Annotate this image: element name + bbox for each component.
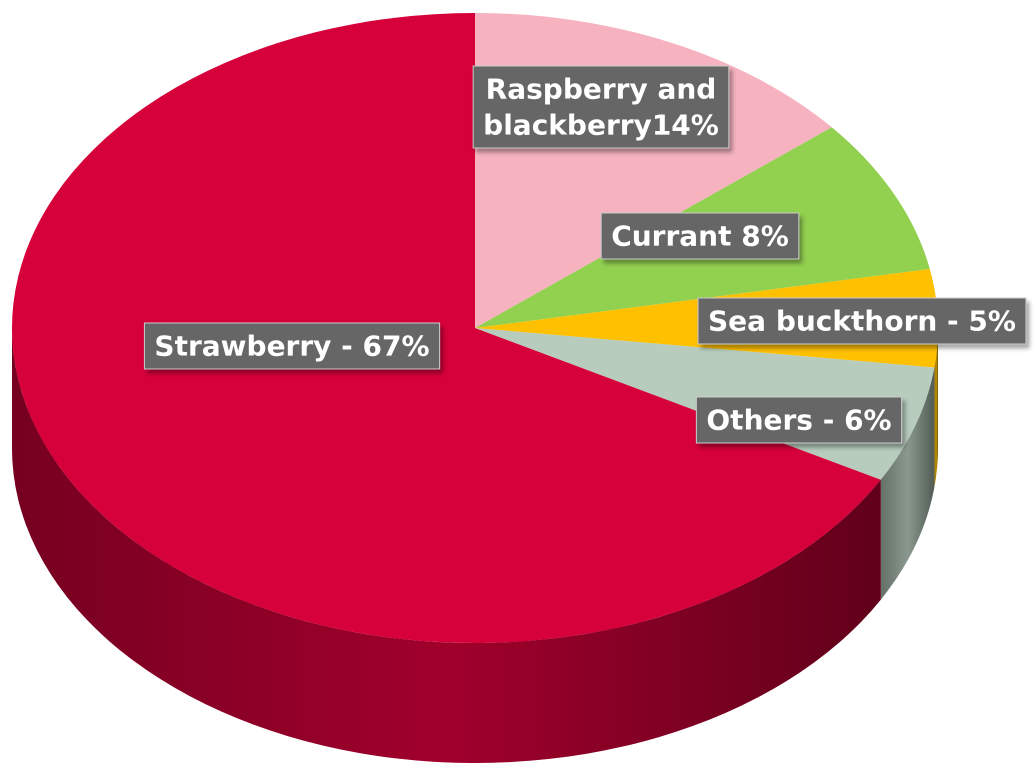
slice-strawberry [12,13,881,643]
data-label-box [697,297,1027,345]
data-label-currant: Currant 8% [600,212,800,260]
data-label-box [472,65,730,149]
data-label-text: Others - 6% [706,404,891,437]
slice-side-others-shade [880,367,935,600]
data-label-text: Currant 8% [611,220,789,253]
data-label-box [695,396,903,444]
slice-side-strawberry-shade [12,328,881,763]
data-label-strawberry: Strawberry - 67% [143,322,441,370]
pie-side-layer [12,328,938,763]
data-label-text: Strawberry - 67% [154,330,429,363]
data-label-text: Raspberry and [486,73,717,106]
slice-side-sea-buckthorn-shade [934,328,938,488]
data-label-text: Sea buckthorn - 5% [708,305,1016,338]
data-label-sea-buckthorn: Sea buckthorn - 5% [697,297,1027,345]
data-label-box [143,322,441,370]
data-label-others: Others - 6% [695,396,903,444]
data-label-box [600,212,800,260]
data-label-text: blackberry14% [483,109,719,142]
